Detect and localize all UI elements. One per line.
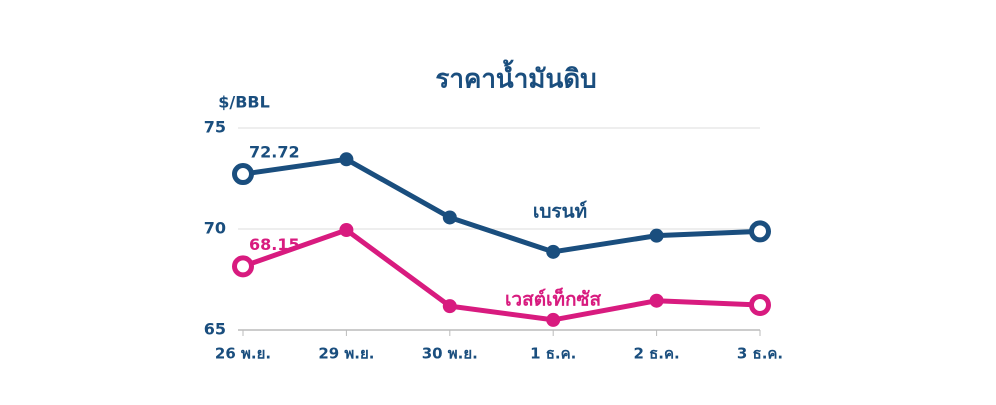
data-point bbox=[649, 293, 664, 308]
data-point bbox=[749, 220, 771, 243]
data-point bbox=[442, 210, 457, 225]
data-point bbox=[649, 228, 664, 243]
data-point bbox=[546, 244, 561, 259]
data-point bbox=[546, 312, 561, 327]
data-label: 68.15 bbox=[249, 235, 300, 254]
data-point bbox=[339, 152, 354, 167]
series-line bbox=[242, 156, 761, 255]
data-point bbox=[339, 223, 354, 238]
series-line bbox=[242, 227, 761, 323]
data-label: 72.72 bbox=[249, 143, 300, 162]
data-point bbox=[232, 163, 254, 186]
x-tick-label: 1 ธ.ค. bbox=[530, 345, 576, 363]
y-axis-label: $/BBL bbox=[218, 93, 270, 112]
data-point bbox=[232, 255, 254, 278]
x-tick-label: 2 ธ.ค. bbox=[633, 345, 679, 363]
data-point bbox=[442, 299, 457, 314]
y-tick-label: 65 bbox=[204, 320, 226, 339]
x-tick-label: 29 พ.ย. bbox=[318, 345, 374, 363]
y-tick-label: 70 bbox=[204, 219, 226, 238]
data-point bbox=[749, 293, 771, 316]
x-tick-label: 26 พ.ย. bbox=[215, 345, 271, 363]
y-tick-label: 75 bbox=[204, 118, 226, 137]
series-label: เวสต์เท็กซัส bbox=[505, 287, 602, 311]
chart-title: ราคาน้ำมันดิบ bbox=[435, 59, 596, 95]
x-tick-label: 3 ธ.ค. bbox=[737, 345, 783, 363]
series-label: เบรนท์ bbox=[533, 201, 587, 223]
x-tick-label: 30 พ.ย. bbox=[422, 345, 478, 363]
